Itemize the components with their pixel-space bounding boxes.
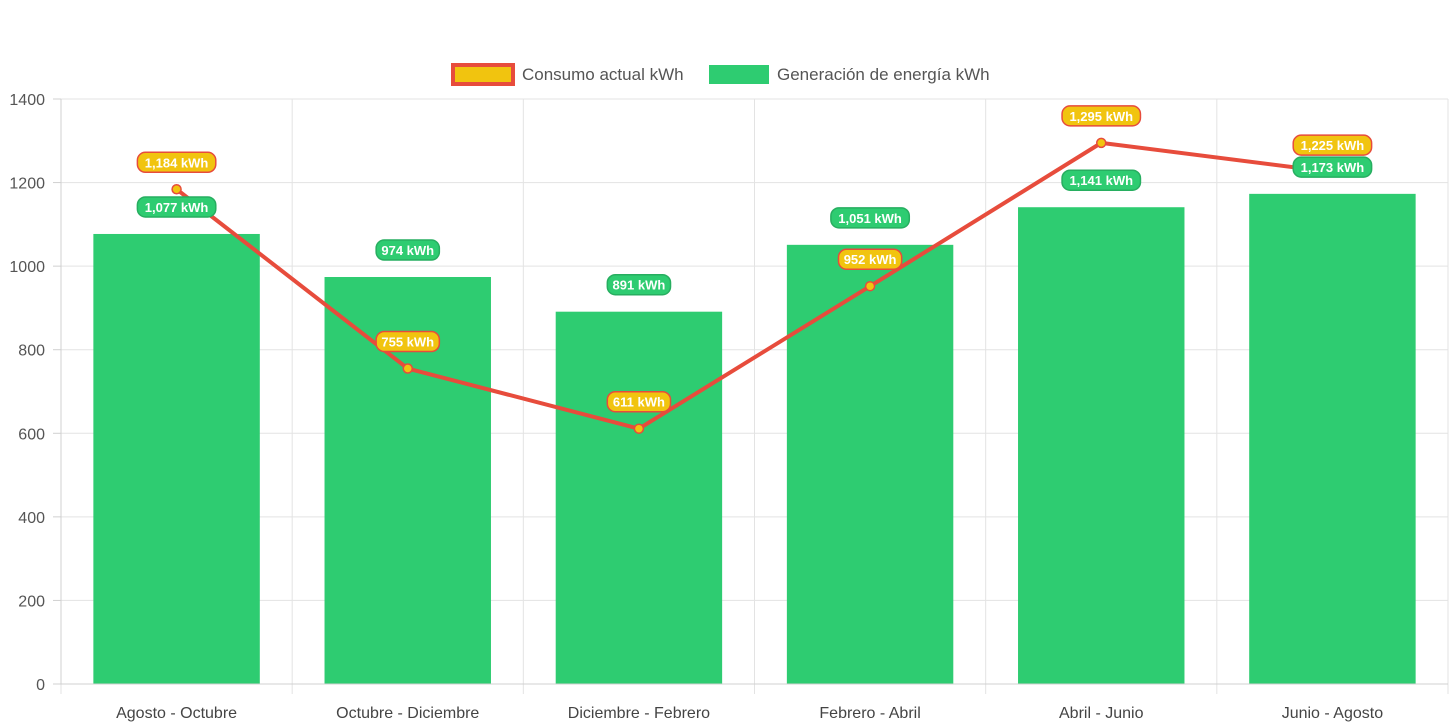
x-tick-label: Junio - Agosto <box>1282 705 1384 722</box>
legend-label-consumo[interactable]: Consumo actual kWh <box>522 65 684 84</box>
data-label-consumo-bg <box>375 330 441 353</box>
data-label-consumo: 1,295 kWh <box>1061 105 1142 127</box>
data-label-generacion-bg <box>1061 169 1142 191</box>
x-tick-label: Agosto - Octubre <box>116 705 237 722</box>
data-label-generacion-text: 1,173 kWh <box>1301 160 1365 175</box>
axis-layer: 0 200 400 600 800 1000 1200 1400 Agosto - Octubr… <box>9 92 1448 722</box>
legend-swatch-generacion[interactable] <box>709 65 769 84</box>
point-consumo <box>171 184 182 195</box>
data-label-consumo-text: 1,295 kWh <box>1069 109 1133 124</box>
data-label-consumo-bg <box>1292 134 1373 156</box>
line-consumo <box>175 140 1333 431</box>
bar-generacion <box>786 244 954 684</box>
bar-generacion <box>555 311 723 684</box>
point-consumo <box>402 363 413 374</box>
bar-generacion <box>1249 193 1416 684</box>
bar-generacion <box>1018 207 1185 684</box>
legend-label-generacion[interactable]: Generación de energía kWh <box>777 65 990 84</box>
data-label-generacion-bg <box>375 239 441 261</box>
legend[interactable]: Consumo actual kWh Generación de energía… <box>451 63 990 86</box>
data-label-consumo: 611 kWh <box>606 390 672 413</box>
data-label-consumo-text: 755 kWh <box>381 335 434 350</box>
y-tick-label: 800 <box>18 343 45 360</box>
point-consumo <box>633 423 645 434</box>
data-label-generacion: 1,141 kWh <box>1061 169 1142 191</box>
x-tick-label: Abril - Junio <box>1059 705 1144 722</box>
bars-layer <box>93 193 1416 685</box>
y-tick-label: 1000 <box>9 259 45 276</box>
y-tick-label: 1200 <box>9 176 45 193</box>
data-label-generacion-bg <box>606 273 672 296</box>
data-label-generacion: 974 kWh <box>375 239 441 261</box>
data-label-generacion-text: 1,051 kWh <box>838 211 902 226</box>
y-tick-label: 0 <box>36 677 45 694</box>
data-label-consumo-text: 1,184 kWh <box>145 155 209 170</box>
legend-swatch-consumo[interactable] <box>451 63 515 86</box>
data-label-consumo-bg <box>1061 105 1142 127</box>
data-label-generacion-text: 974 kWh <box>381 243 434 258</box>
data-label-consumo: 755 kWh <box>375 330 441 353</box>
data-label-consumo: 1,184 kWh <box>136 151 217 174</box>
data-label-generacion-text: 1,077 kWh <box>145 200 209 215</box>
data-label-generacion: 891 kWh <box>606 273 672 296</box>
data-label-generacion-bg <box>1292 156 1373 178</box>
y-tick-label: 600 <box>18 426 45 443</box>
data-label-consumo-bg <box>606 390 672 413</box>
grid-layer <box>60 98 1449 694</box>
data-label-consumo-bg <box>136 151 217 174</box>
data-label-generacion: 1,077 kWh <box>136 196 217 218</box>
y-tick-label: 200 <box>18 593 45 610</box>
data-label-generacion-bg <box>830 207 911 229</box>
data-labels-layer: 1,077 kWh 974 kWh 891 kWh 1,051 kWh 1,141 kW… <box>136 105 1373 413</box>
bar-generacion <box>93 233 260 685</box>
x-tick-label: Febrero - Abril <box>819 705 920 722</box>
data-label-consumo-text: 952 kWh <box>844 252 897 267</box>
data-label-consumo-text: 611 kWh <box>613 395 665 410</box>
data-label-consumo-text: 1,225 kWh <box>1301 138 1365 153</box>
data-label-generacion-text: 1,141 kWh <box>1069 173 1133 188</box>
data-label-generacion: 1,051 kWh <box>830 207 911 229</box>
data-label-generacion: 1,173 kWh <box>1292 156 1373 178</box>
data-label-consumo: 1,225 kWh <box>1292 134 1373 156</box>
data-label-consumo: 952 kWh <box>837 248 903 270</box>
y-tick-label: 400 <box>18 510 45 527</box>
y-tick-label: 1400 <box>9 92 45 109</box>
data-label-consumo-bg <box>837 248 903 270</box>
x-tick-label: Diciembre - Febrero <box>568 705 710 722</box>
data-label-generacion-text: 891 kWh <box>613 278 666 293</box>
point-consumo <box>1096 137 1107 149</box>
x-tick-label: Octubre - Diciembre <box>336 705 479 722</box>
data-label-generacion-bg <box>136 196 217 218</box>
point-consumo <box>864 280 876 292</box>
